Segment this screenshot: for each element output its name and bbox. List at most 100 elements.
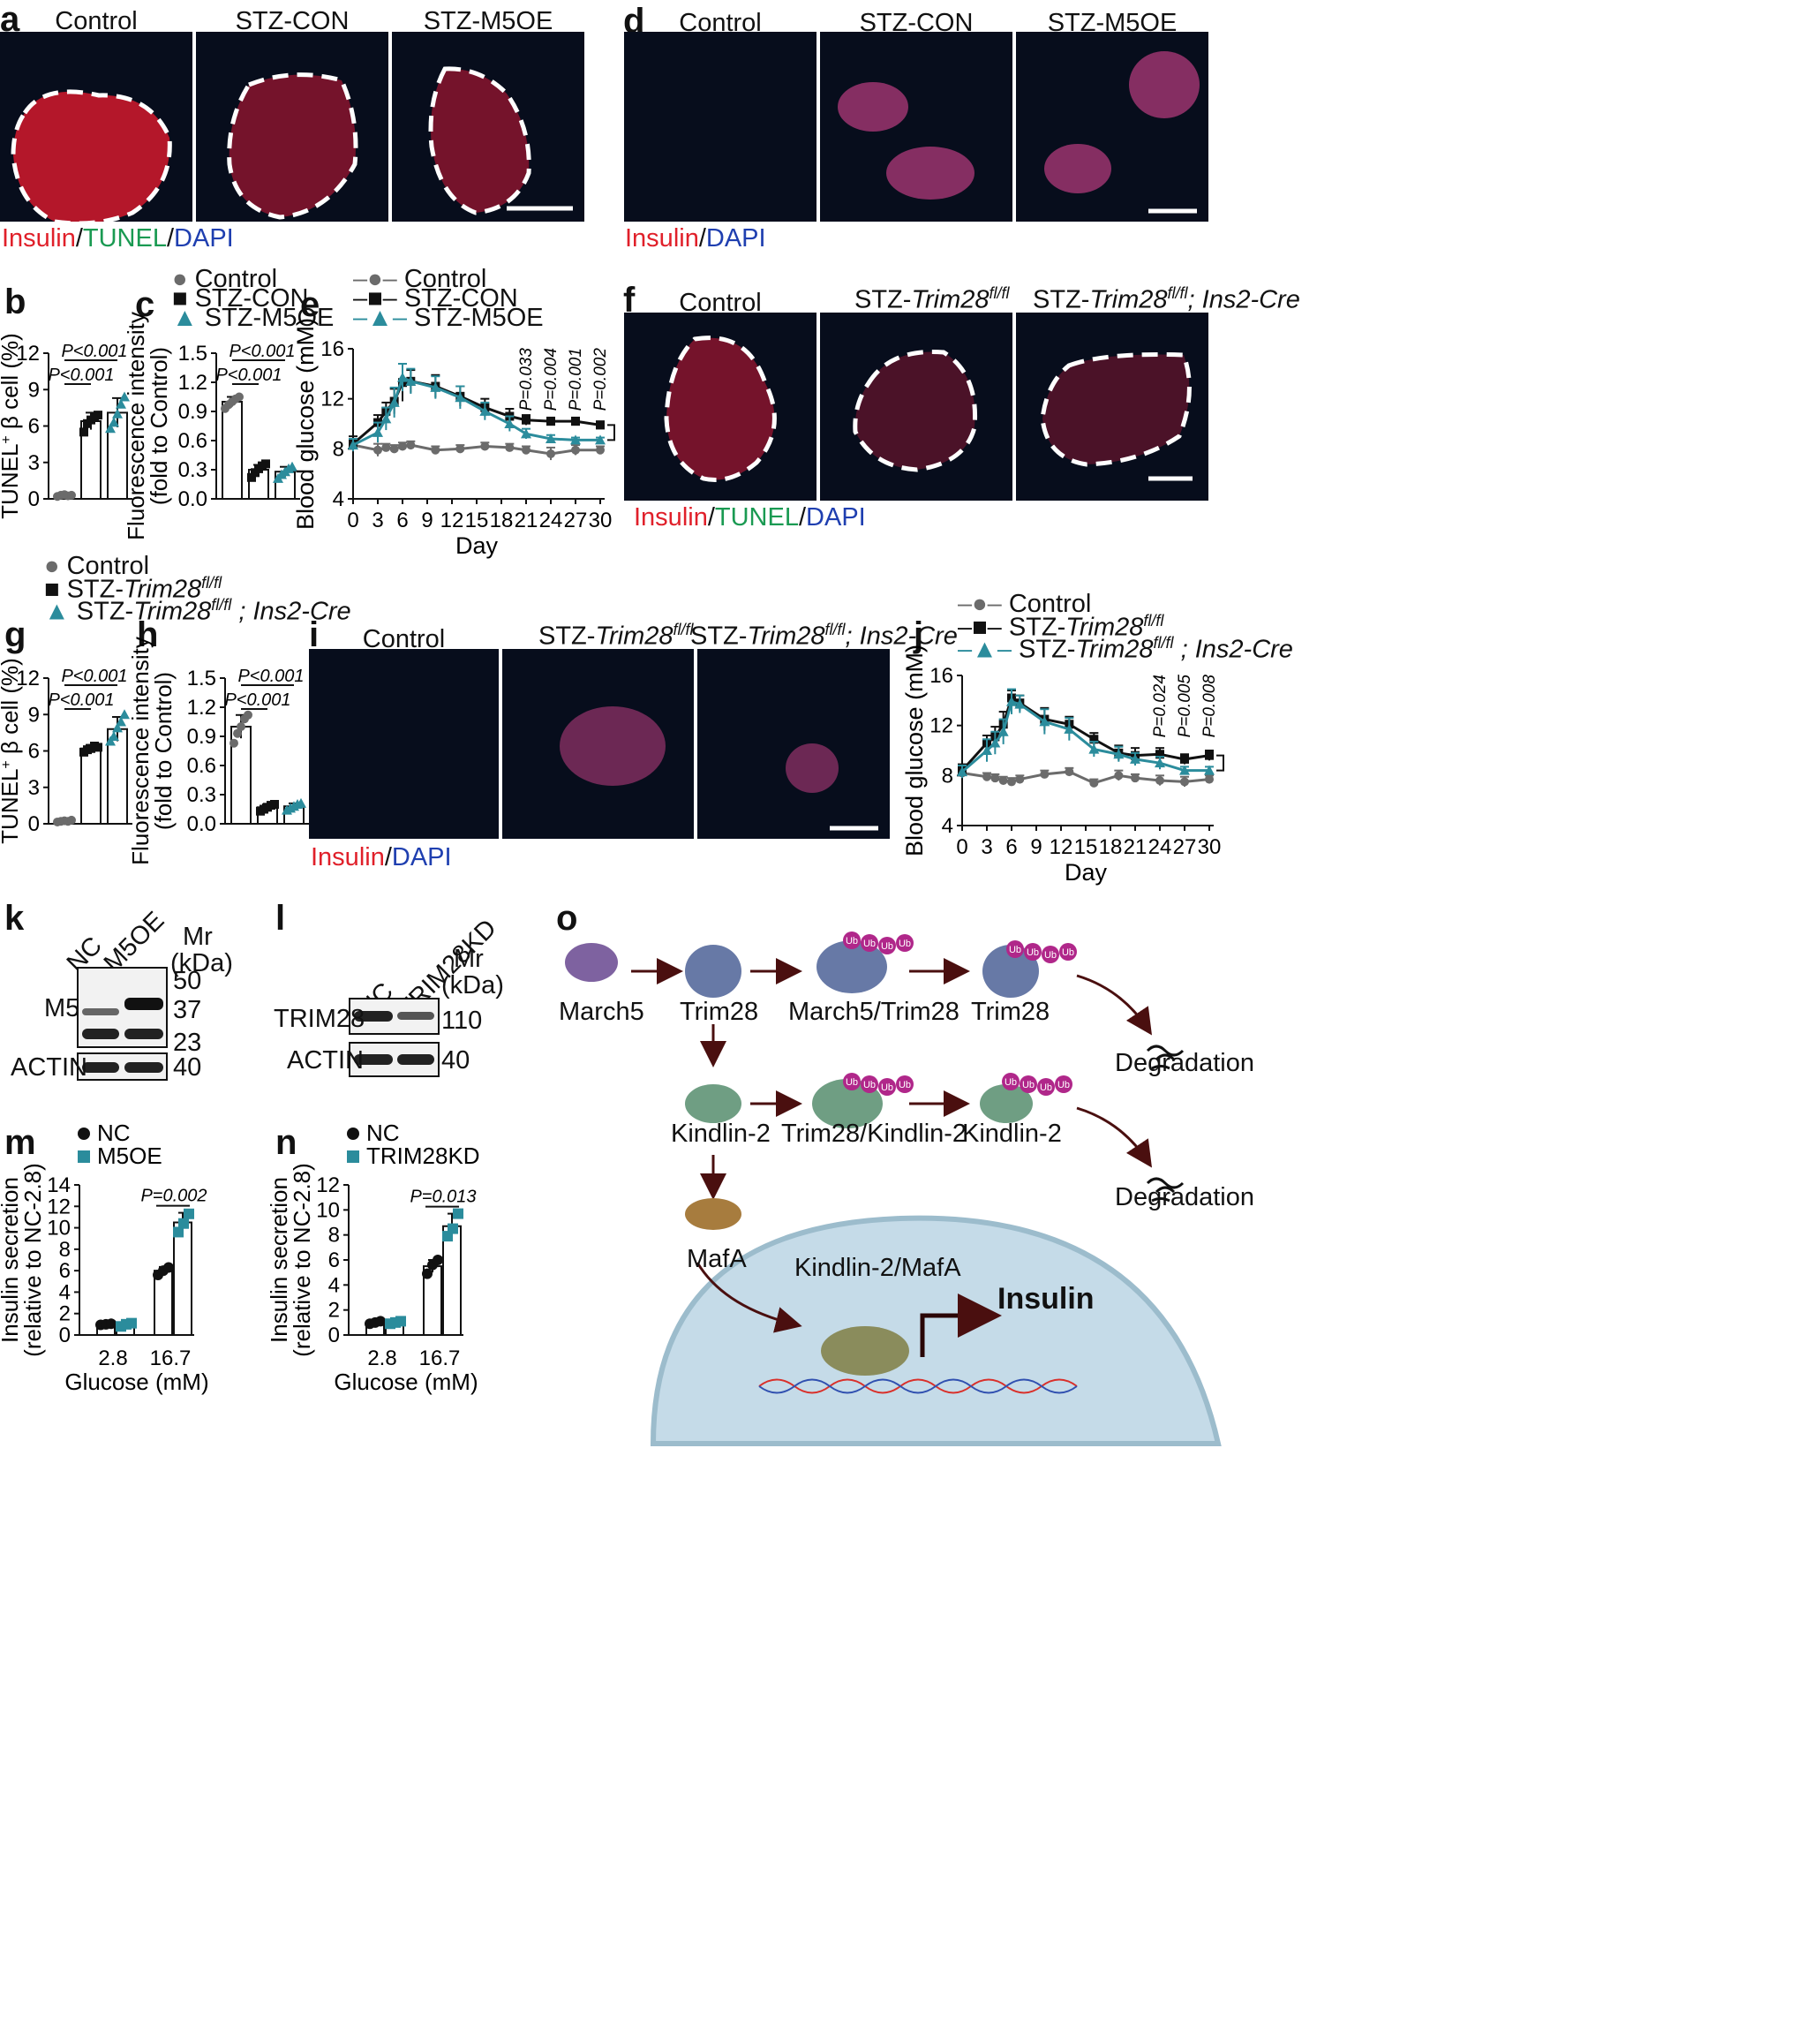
legend-item: ● Control: [172, 265, 277, 294]
x-tick-label: 21: [1124, 835, 1148, 859]
y-tick-label: 8: [942, 764, 953, 788]
x-tick-label: 9: [1030, 835, 1042, 859]
square-marker-icon: ■: [44, 575, 60, 604]
data-point: [1205, 750, 1214, 760]
data-point: [398, 441, 407, 451]
y-tick-label: 16: [929, 664, 953, 688]
data-point: [453, 1208, 463, 1219]
p-value-label: P<0.001: [48, 366, 114, 385]
micrograph-a-stz-con: [196, 32, 388, 222]
triangle-marker-icon: ▲: [172, 304, 198, 332]
legend-gene: Trim28: [1075, 635, 1154, 664]
data-point: [957, 766, 967, 777]
micrograph-a-control: [0, 32, 192, 222]
ub-label: Ub: [846, 936, 858, 947]
marker-37: 37: [173, 996, 202, 1024]
data-point: [381, 442, 391, 452]
x-tick-label: 2.8: [98, 1346, 127, 1370]
blot-l-actin: [349, 1042, 440, 1077]
line-triangle-marker-icon: –▲–: [958, 635, 1012, 664]
y-axis-label: Fluorescence intensity: [123, 312, 149, 540]
data-point: [405, 375, 417, 386]
data-point: [112, 722, 123, 733]
bar: [80, 747, 102, 825]
p-value-label: P=0.004: [542, 348, 561, 411]
label-degradation-1: Degradation: [1115, 1049, 1254, 1077]
title-gene: Trim28: [911, 285, 990, 314]
x-axis-label: Glucose (mM): [334, 1369, 478, 1395]
y-tick-label: 3: [28, 451, 40, 475]
ub-label: Ub: [1044, 950, 1057, 961]
y-axis-label: (fold to Control): [150, 672, 177, 830]
title-allele: fl/fl: [824, 621, 846, 638]
x-tick-label: 21: [515, 509, 538, 532]
data-point: [595, 434, 606, 445]
x-tick-label: 12: [1050, 835, 1073, 859]
p-value-label: P=0.005: [1176, 675, 1194, 738]
x-tick-label: 30: [589, 509, 613, 532]
ub-chain-3: Ub Ub Ub Ub: [843, 1073, 914, 1096]
data-point: [106, 1318, 117, 1330]
trim28-ub-protein-icon: [982, 945, 1039, 998]
data-point: [173, 1226, 184, 1238]
x-tick-label: 9: [421, 509, 433, 532]
trim28-protein-icon: [685, 945, 741, 998]
panel-i-title-control: Control: [362, 625, 446, 653]
blot-k-m5: [77, 967, 168, 1048]
data-point: [119, 709, 130, 720]
data-point: [1015, 774, 1025, 784]
y-axis-label: TUNEL+ β cell (%): [0, 333, 23, 519]
data-point: [67, 815, 76, 825]
legend-marker: [347, 1128, 359, 1140]
data-point: [997, 726, 1009, 736]
legend-text: STZ-: [76, 597, 134, 626]
data-point: [235, 392, 244, 402]
p-value-label: P=0.008: [1200, 675, 1219, 738]
line-square-marker-icon: –■–: [958, 613, 1002, 642]
legend-text: Control: [1008, 590, 1092, 618]
data-point: [126, 1317, 137, 1329]
title-prefix: STZ-: [1033, 285, 1090, 314]
band: [397, 1054, 434, 1065]
data-point: [448, 1223, 458, 1234]
panel-f-title-control: Control: [679, 289, 762, 317]
data-point: [109, 417, 119, 427]
label-kindlin2-mafa: Kindlin-2/MafA: [794, 1254, 961, 1282]
triangle-marker-icon: ▲: [44, 597, 70, 626]
p-value-label: P<0.001: [61, 342, 127, 361]
marker-40: 40: [173, 1053, 202, 1082]
micrograph-a-stz-m5oe: [392, 32, 584, 222]
circle-marker-icon: ●: [172, 265, 188, 293]
label-kindlin2-ub: Kindlin-2: [962, 1120, 1062, 1148]
label-kindlin2: Kindlin-2: [671, 1120, 771, 1148]
x-tick-label: 6: [1005, 835, 1017, 859]
y-tick-label: 0.6: [187, 754, 216, 778]
legend-gene: Trim28: [133, 597, 212, 626]
legend-item: –▲– STZ-M5OE: [353, 304, 544, 333]
data-point: [270, 800, 279, 809]
bar: [442, 1225, 462, 1336]
y-tick-label: 4: [333, 487, 344, 511]
y-tick-label: 0.0: [178, 487, 207, 511]
p-value-label: P=0.002: [140, 1187, 207, 1206]
y-tick-label: 12: [929, 714, 953, 738]
band: [82, 1029, 119, 1039]
stain-slash: /: [707, 503, 715, 532]
ub-chain-4: Ub Ub Ub Ub: [1002, 1073, 1072, 1096]
blot-l-row-actin: ACTIN: [287, 1046, 364, 1075]
x-tick-label: 24: [1148, 835, 1172, 859]
y-tick-label: 0.3: [178, 458, 207, 482]
x-tick-label: 24: [539, 509, 563, 532]
stain-insulin: Insulin: [311, 843, 385, 871]
stain-dapi: DAPI: [806, 503, 866, 532]
band: [397, 1012, 434, 1020]
data-point: [479, 405, 491, 416]
data-point: [372, 426, 383, 437]
data-point: [455, 444, 465, 454]
x-tick-label: 30: [1198, 835, 1222, 859]
data-point: [1065, 767, 1074, 777]
y-axis-label: (relative to NC-2.8): [289, 1163, 315, 1357]
dna-helix-icon: [758, 1378, 1078, 1394]
panel-f-title-2: STZ-Trim28fl/fl: [854, 284, 1010, 315]
